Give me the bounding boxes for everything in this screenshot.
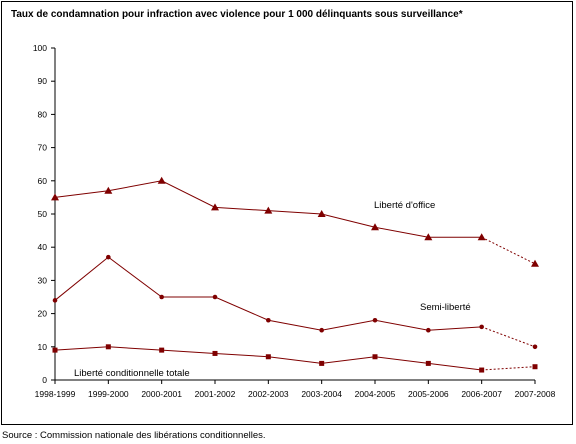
data-point (532, 344, 538, 350)
series-dashed-segment (481, 366, 536, 371)
chart-frame: Taux de condamnation pour infraction ave… (1, 1, 573, 425)
data-point (106, 254, 111, 260)
series-label: Semi-liberté (420, 302, 471, 313)
data-point (104, 186, 113, 194)
data-point (264, 206, 273, 214)
data-point (266, 317, 271, 323)
y-tick-label: 70 (38, 143, 48, 153)
series-label: Liberté d'office (374, 200, 435, 211)
y-tick-label: 20 (38, 309, 48, 319)
data-point (426, 327, 431, 333)
x-tick-label: 2006-2007 (461, 389, 502, 399)
data-point (425, 360, 431, 366)
data-point (52, 347, 58, 353)
chart-title: Taux de condamnation pour infraction ave… (11, 9, 463, 20)
data-point (52, 298, 58, 303)
data-point (159, 347, 165, 353)
data-point (212, 294, 218, 300)
y-tick-label: 60 (38, 176, 48, 186)
x-tick-label: 1998-1999 (35, 389, 76, 399)
x-axis-ticks: 1998-1999 1999-2000 2000-2001 2001-2002 2002… (35, 380, 556, 399)
source-note: Source : Commission nationale des libéra… (2, 430, 266, 441)
series-dashed-segment (481, 236, 536, 265)
data-point (372, 354, 378, 360)
x-tick-label: 2003-2004 (301, 389, 342, 399)
x-tick-label: 2000-2001 (141, 389, 182, 399)
y-tick-label: 80 (38, 109, 48, 119)
data-point (531, 259, 539, 267)
line-chart: Taux de condamnation pour infraction ave… (11, 9, 556, 399)
series-2 (52, 344, 538, 373)
data-point (319, 327, 324, 333)
y-axis-ticks: 0 10 20 30 40 50 60 70 80 90 100 (33, 43, 55, 385)
data-point (265, 354, 271, 360)
data-point (479, 367, 485, 373)
data-point (479, 324, 484, 330)
series-layer (51, 176, 539, 373)
data-point (211, 203, 219, 211)
data-point (371, 223, 379, 231)
x-tick-label: 1999-2000 (88, 389, 129, 399)
y-tick-label: 0 (42, 375, 47, 385)
series-0 (51, 176, 539, 267)
x-tick-label: 2005-2006 (408, 389, 449, 399)
data-point (159, 294, 164, 300)
y-tick-label: 90 (38, 76, 48, 86)
y-tick-label: 10 (38, 342, 48, 352)
series-labels: Liberté d'office Semi-liberté Liberté cond… (74, 200, 471, 379)
data-point (105, 344, 111, 350)
data-point (212, 350, 218, 356)
y-tick-label: 100 (33, 43, 47, 53)
x-tick-label: 2004-2005 (355, 389, 396, 399)
x-tick-label: 2007-2008 (515, 389, 556, 399)
data-point (424, 233, 433, 241)
series-1 (52, 254, 538, 350)
x-tick-label: 2002-2003 (248, 389, 289, 399)
series-dashed-segment (481, 326, 536, 348)
y-tick-label: 50 (38, 209, 48, 219)
x-tick-label: 2001-2002 (195, 389, 236, 399)
data-point (317, 210, 326, 217)
y-tick-label: 40 (38, 242, 48, 252)
y-tick-label: 30 (38, 275, 48, 285)
data-point (372, 317, 378, 323)
data-point (532, 364, 538, 370)
data-point (319, 360, 325, 366)
data-point (157, 176, 166, 184)
data-point (477, 233, 486, 241)
data-point (51, 193, 59, 201)
axes (54, 48, 535, 381)
series-label: Liberté conditionnelle totale (74, 368, 190, 379)
